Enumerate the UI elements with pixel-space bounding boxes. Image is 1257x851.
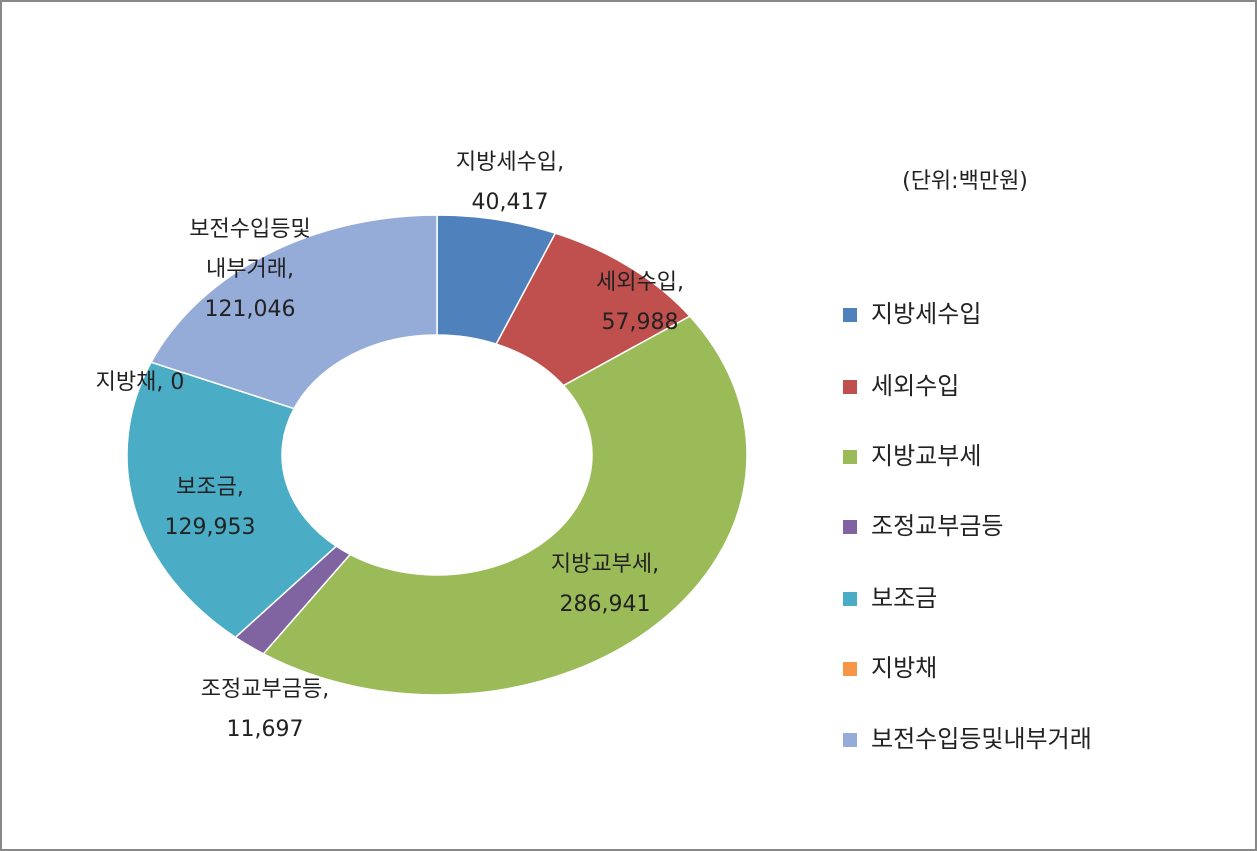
legend-swatch (843, 450, 857, 464)
legend-label: 지방교부세 (871, 442, 981, 470)
legend-label: 세외수입 (871, 372, 959, 400)
legend-label: 보전수입등및내부거래 (871, 725, 1092, 753)
donut-slice (262, 315, 748, 696)
data-label: 보전수입등및 (189, 217, 310, 242)
legend-label: 지방세수입 (871, 300, 981, 328)
legend-label: 지방채 (871, 654, 937, 682)
legend-swatch (843, 592, 857, 606)
unit-note: (단위:백만원) (902, 169, 1028, 194)
data-label: 세외수입, (596, 270, 684, 295)
data-label: 286,941 (560, 592, 651, 617)
data-label: 내부거래, (206, 257, 294, 282)
data-label: 11,697 (227, 717, 304, 742)
legend-swatch (843, 380, 857, 394)
legend-swatch (843, 662, 857, 676)
data-label: 121,046 (205, 297, 296, 322)
data-label: 지방세수입, (456, 150, 564, 175)
data-label: 지방채, 0 (96, 370, 185, 395)
legend-label: 조정교부금등 (871, 512, 1003, 540)
donut-slice (150, 214, 438, 410)
data-label: 129,953 (165, 515, 256, 540)
data-label: 보조금, (176, 475, 244, 500)
donut-slice (126, 361, 338, 639)
legend-swatch (843, 308, 857, 322)
legend-swatch (843, 733, 857, 747)
legend-swatch (843, 520, 857, 534)
data-label: 조정교부금등, (201, 677, 329, 702)
legend-label: 보조금 (871, 584, 937, 612)
data-label: 57,988 (602, 310, 679, 335)
data-label: 지방교부세, (551, 552, 659, 577)
data-label: 40,417 (472, 190, 549, 215)
